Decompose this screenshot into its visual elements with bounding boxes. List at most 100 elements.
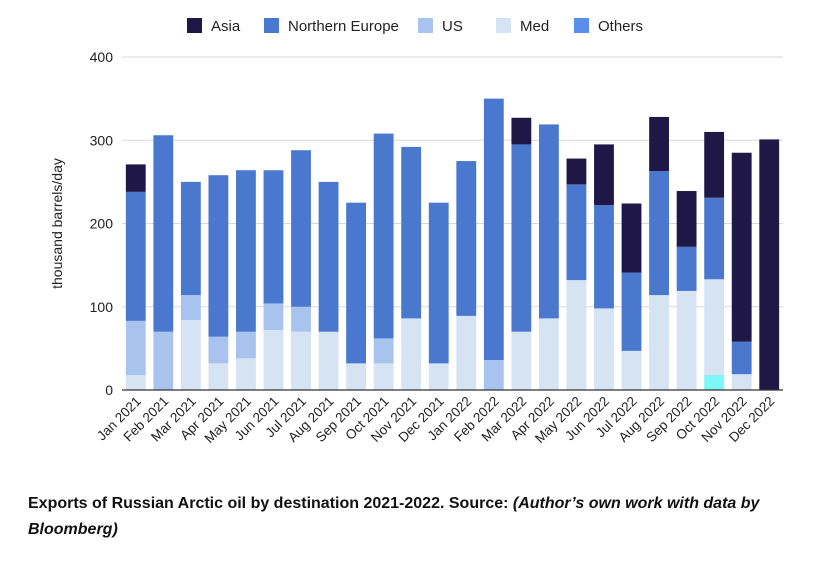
- bar-group-oct-2021: [373, 133, 394, 390]
- legend-label-med: Med: [520, 18, 549, 35]
- bar-northern-europe-dec-2021: [428, 202, 449, 364]
- bar-us-feb-2022: [483, 360, 504, 390]
- bar-northern-europe-may-2021: [236, 170, 256, 332]
- legend-item-others: Others: [574, 18, 643, 35]
- bar-northern-europe-feb-2021: [153, 135, 174, 332]
- bar-group-dec-2021: [428, 202, 449, 390]
- bar-northern-europe-may-2022: [566, 184, 587, 281]
- legend-label-others: Others: [598, 18, 643, 35]
- legend-swatch-asia: [187, 18, 202, 33]
- bar-northern-europe-jan-2021: [125, 191, 146, 321]
- legend-label-asia: Asia: [211, 18, 241, 35]
- bar-northern-europe-jul-2021: [291, 150, 311, 307]
- bar-northern-europe-oct-2022: [704, 197, 725, 280]
- bar-northern-europe-apr-2022: [538, 124, 559, 319]
- bar-med-jun-2021: [263, 330, 284, 390]
- bar-northern-europe-sep-2021: [346, 202, 367, 364]
- bar-us-jul-2021: [291, 306, 311, 332]
- bar-us-jun-2021: [263, 303, 284, 331]
- caption-source-detail: (Author’s own work with data by Bloomber…: [28, 495, 760, 538]
- bar-med-dec-2021: [428, 363, 449, 390]
- bar-northern-europe-feb-2022: [483, 98, 504, 361]
- y-tick-label: 200: [90, 216, 114, 232]
- y-tick-label: 0: [105, 382, 113, 398]
- caption-main: Exports of Russian Arctic oil by destina…: [28, 495, 513, 512]
- legend: Asia Northern Europe US Med Others: [187, 18, 643, 35]
- bar-group-aug-2022: [649, 116, 669, 390]
- bar-asia-may-2022: [566, 158, 587, 185]
- bar-us-may-2021: [236, 331, 256, 359]
- bar-med-nov-2021: [401, 318, 422, 390]
- bar-northern-europe-jun-2022: [594, 205, 614, 309]
- bar-group-jan-2021: [125, 164, 146, 390]
- bar-group-aug-2021: [318, 181, 339, 390]
- bar-asia-aug-2022: [649, 116, 669, 172]
- legend-item-us: US: [418, 18, 463, 35]
- y-axis-ticks: 0 100 200 300 400: [90, 49, 114, 398]
- stacked-bar-chart: Asia Northern Europe US Med Others 0 100 200 30…: [49, 18, 783, 447]
- bar-med-nov-2022: [731, 374, 752, 390]
- legend-swatch-med: [496, 18, 511, 33]
- bar-asia-oct-2022: [704, 131, 725, 198]
- bar-med-jul-2022: [621, 350, 642, 390]
- bar-group-mar-2022: [511, 117, 532, 390]
- bar-us-apr-2021: [208, 336, 229, 364]
- bar-med-jul-2021: [291, 331, 311, 390]
- bar-med-apr-2022: [538, 318, 559, 390]
- bar-med-apr-2021: [208, 363, 229, 390]
- y-axis-label: thousand barrels/day: [49, 158, 65, 289]
- bar-asia-mar-2022: [511, 117, 532, 145]
- bar-med-jun-2022: [594, 308, 614, 390]
- bar-northern-europe-aug-2022: [649, 171, 669, 296]
- bar-group-may-2021: [236, 170, 256, 390]
- bars: [125, 98, 780, 390]
- bar-northern-europe-oct-2021: [373, 133, 394, 339]
- bar-group-jun-2021: [263, 170, 284, 390]
- legend-swatch-others: [574, 18, 589, 33]
- bar-group-may-2022: [566, 158, 587, 390]
- bar-group-feb-2022: [483, 98, 504, 390]
- bar-med-may-2021: [236, 358, 256, 390]
- bar-us-jan-2021: [125, 320, 146, 376]
- bar-med-jan-2021: [125, 375, 146, 390]
- bar-group-jan-2022: [456, 161, 477, 390]
- y-tick-label: 100: [90, 299, 114, 315]
- legend-label-northern-europe: Northern Europe: [288, 18, 399, 35]
- bar-group-dec-2022: [759, 139, 780, 390]
- bar-group-sep-2022: [676, 191, 697, 390]
- bar-group-jul-2021: [291, 150, 311, 390]
- bar-med-may-2022: [566, 280, 587, 390]
- bar-others-oct-2022: [704, 375, 725, 390]
- bar-group-apr-2022: [538, 124, 559, 390]
- bar-northern-europe-jan-2022: [456, 161, 477, 316]
- y-tick-label: 400: [90, 49, 114, 65]
- bar-northern-europe-aug-2021: [318, 181, 339, 332]
- bar-asia-jul-2022: [621, 203, 642, 273]
- bar-asia-sep-2022: [676, 191, 697, 247]
- bar-group-nov-2022: [731, 152, 752, 390]
- bar-northern-europe-apr-2021: [208, 175, 229, 337]
- bar-group-sep-2021: [346, 202, 367, 390]
- bar-med-aug-2022: [649, 295, 669, 390]
- bar-northern-europe-nov-2021: [401, 146, 422, 319]
- bar-group-oct-2022: [704, 131, 725, 390]
- bar-northern-europe-jun-2021: [263, 170, 284, 304]
- bar-northern-europe-nov-2022: [731, 341, 752, 375]
- gridlines: [122, 56, 783, 308]
- bar-med-oct-2021: [373, 363, 394, 390]
- bar-us-oct-2021: [373, 338, 394, 364]
- bar-group-feb-2021: [153, 135, 174, 390]
- legend-item-northern-europe: Northern Europe: [264, 18, 399, 35]
- bar-group-nov-2021: [401, 146, 422, 390]
- bar-us-mar-2021: [180, 295, 201, 321]
- bar-med-sep-2021: [346, 363, 367, 390]
- bar-asia-jan-2021: [125, 164, 146, 192]
- bar-group-apr-2021: [208, 175, 229, 390]
- bar-asia-jun-2022: [594, 144, 614, 206]
- bar-med-jan-2022: [456, 315, 477, 390]
- bar-northern-europe-jul-2022: [621, 272, 642, 351]
- bar-med-mar-2021: [180, 320, 201, 390]
- bar-northern-europe-mar-2021: [180, 181, 201, 296]
- legend-item-asia: Asia: [187, 18, 241, 35]
